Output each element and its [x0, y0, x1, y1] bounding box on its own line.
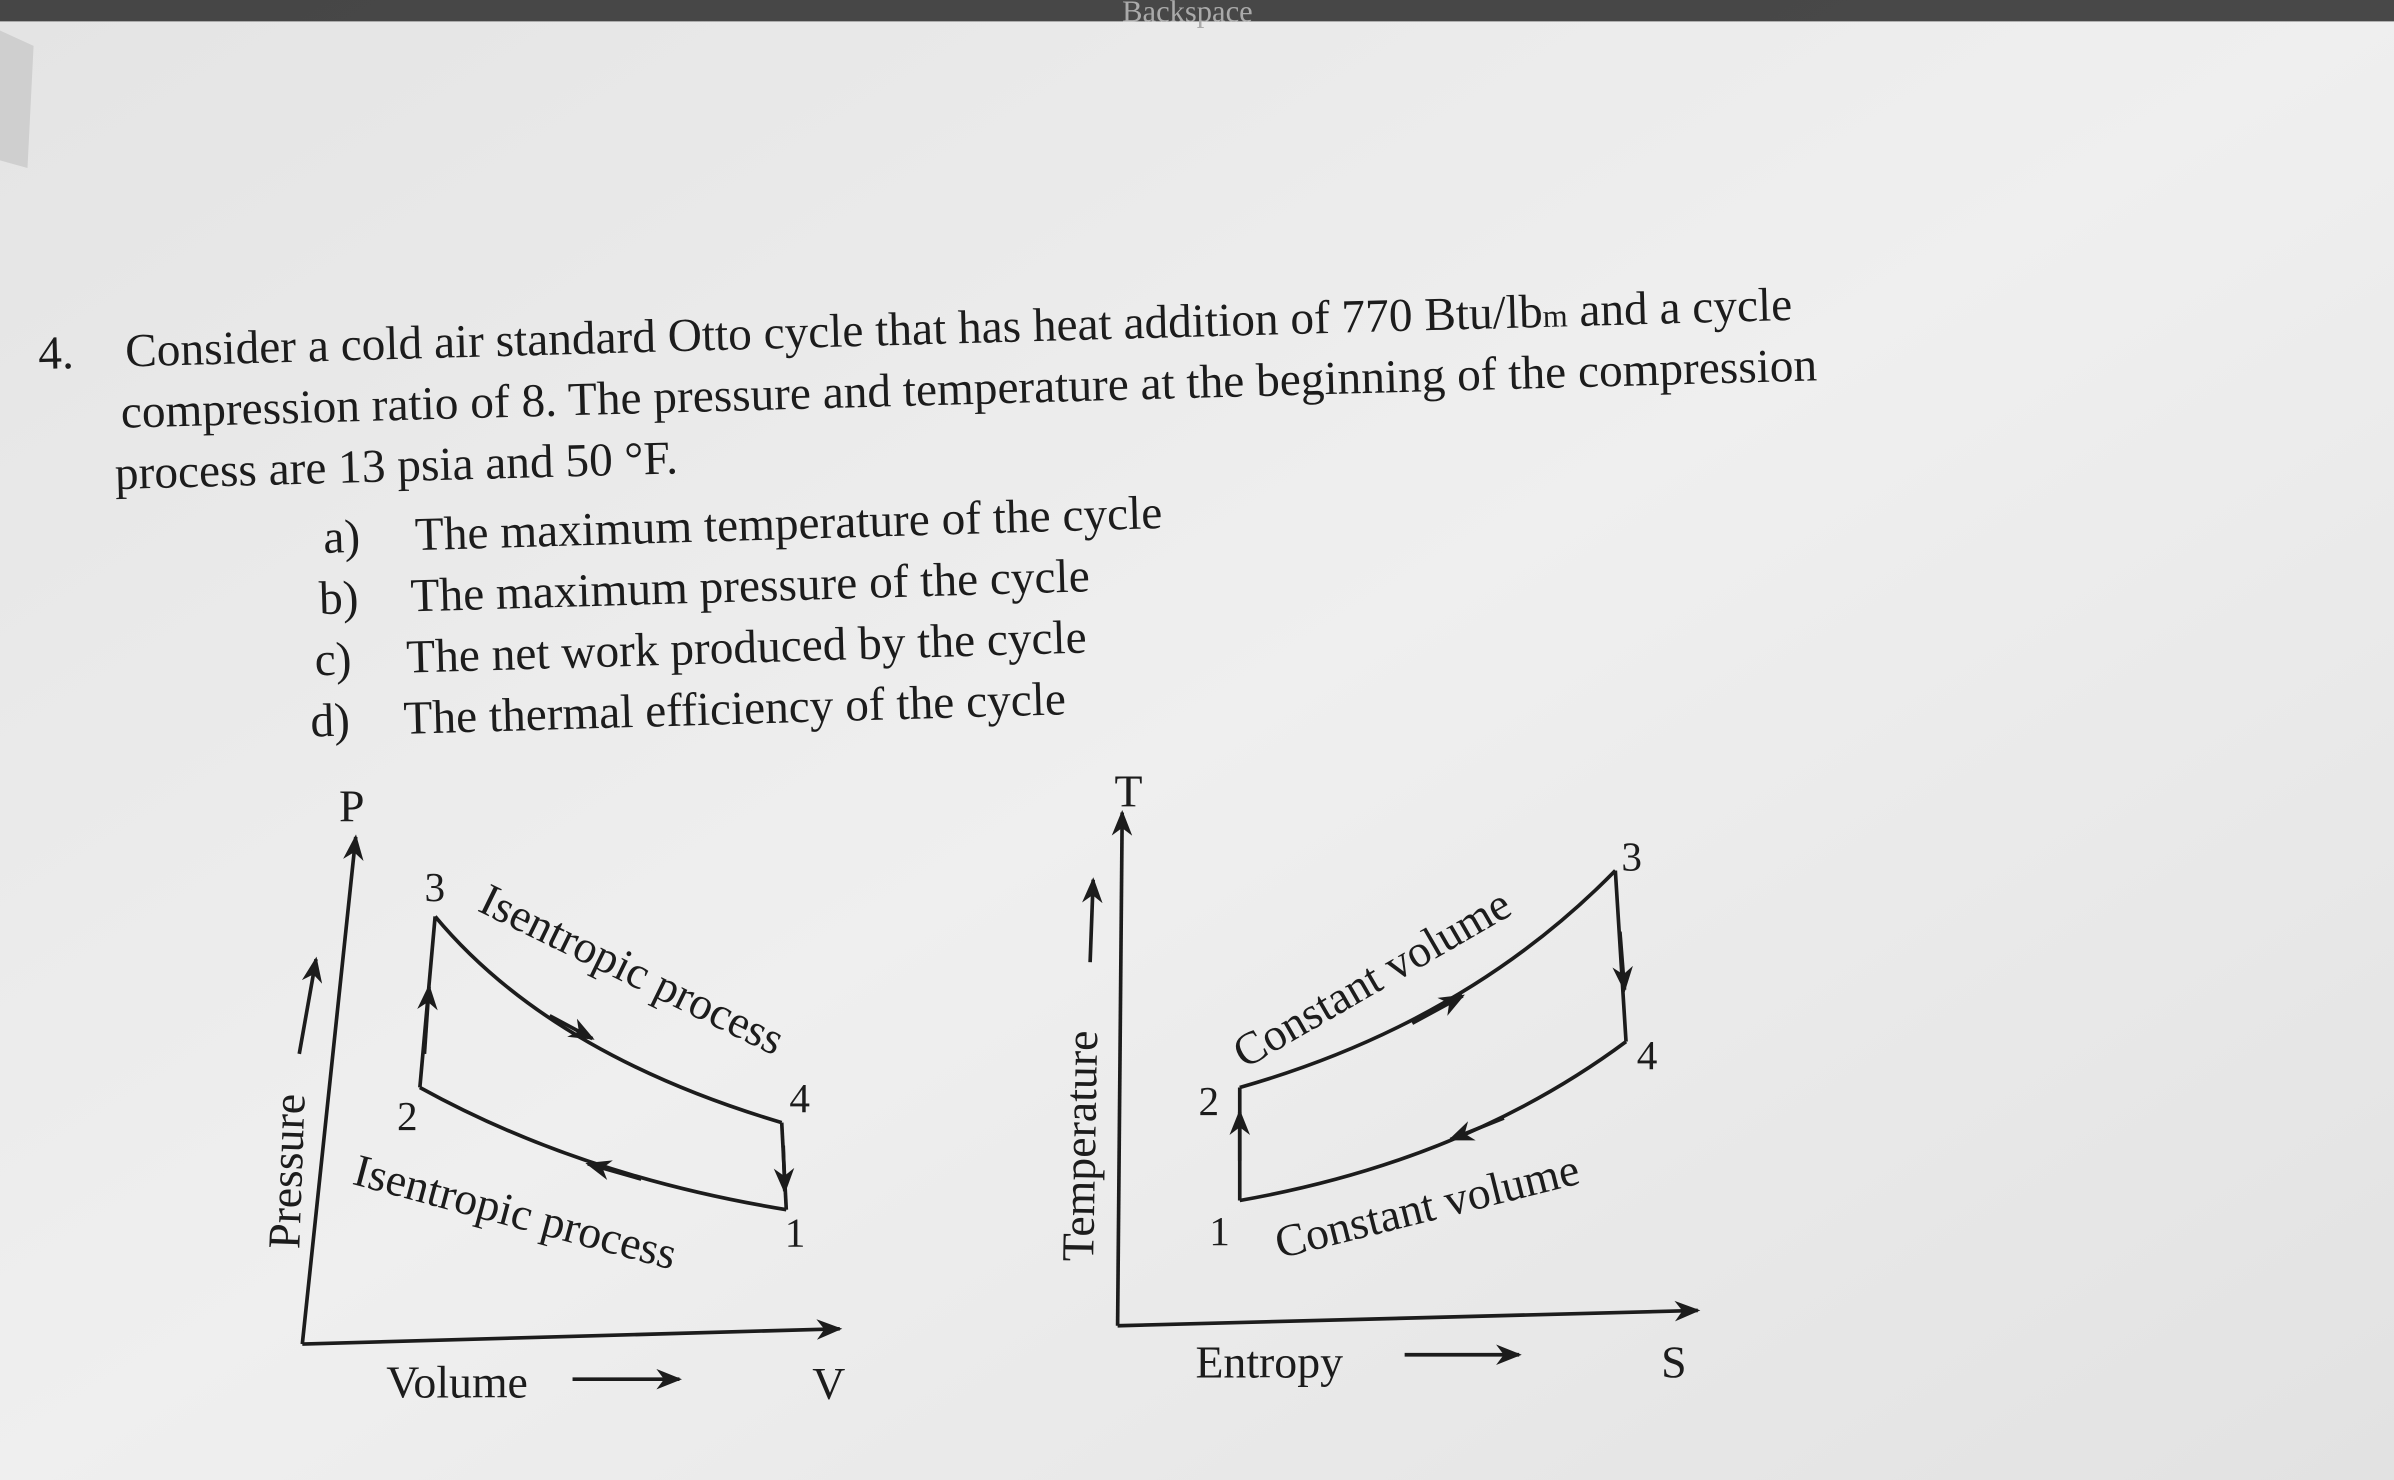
axis-label: Volume: [386, 1357, 528, 1408]
state-point: 4: [1637, 1032, 1658, 1078]
axis-label: Temperature: [1052, 1030, 1107, 1262]
axis-symbol: V: [812, 1358, 845, 1409]
y-axis: [300, 834, 364, 1345]
x-axis: [302, 1319, 843, 1346]
axis-symbol: S: [1661, 1337, 1686, 1388]
axis-symbol: T: [1115, 765, 1143, 816]
text: and a cycle: [1567, 279, 1793, 337]
arrow: [417, 984, 438, 1054]
heat-rejection-curve: [1239, 1040, 1628, 1203]
state-point: 4: [789, 1075, 810, 1121]
key-label: Backspace: [1122, 0, 1253, 28]
x-axis: [1117, 1300, 1701, 1328]
subscript: m: [1542, 297, 1568, 334]
state-point: 3: [1621, 834, 1642, 880]
state-point: 1: [785, 1209, 806, 1255]
axis-label: Pressure: [258, 1093, 314, 1250]
part-label: c): [314, 633, 352, 686]
state-point: 3: [424, 864, 445, 910]
state-point: 1: [1209, 1208, 1230, 1254]
problem-number: 4.: [37, 327, 74, 380]
arrow: [585, 1160, 642, 1181]
keyboard-edge: [0, 0, 2394, 22]
arrow: [1411, 994, 1465, 1025]
arrow: [297, 956, 323, 1055]
axis-symbol: P: [339, 781, 364, 832]
part-label: b): [318, 572, 359, 625]
shadow: [0, 30, 34, 169]
arrow: [1082, 877, 1103, 963]
arrow: [1612, 931, 1633, 993]
state-point: 2: [397, 1093, 418, 1139]
axis-label: Entropy: [1195, 1337, 1343, 1388]
arrow: [548, 1014, 595, 1041]
arrow: [773, 1145, 795, 1194]
state-point: 2: [1199, 1078, 1220, 1124]
part-label: a): [323, 511, 361, 564]
arrow: [1448, 1116, 1505, 1142]
y-axis: [1111, 809, 1133, 1326]
part-label: d): [310, 694, 351, 747]
